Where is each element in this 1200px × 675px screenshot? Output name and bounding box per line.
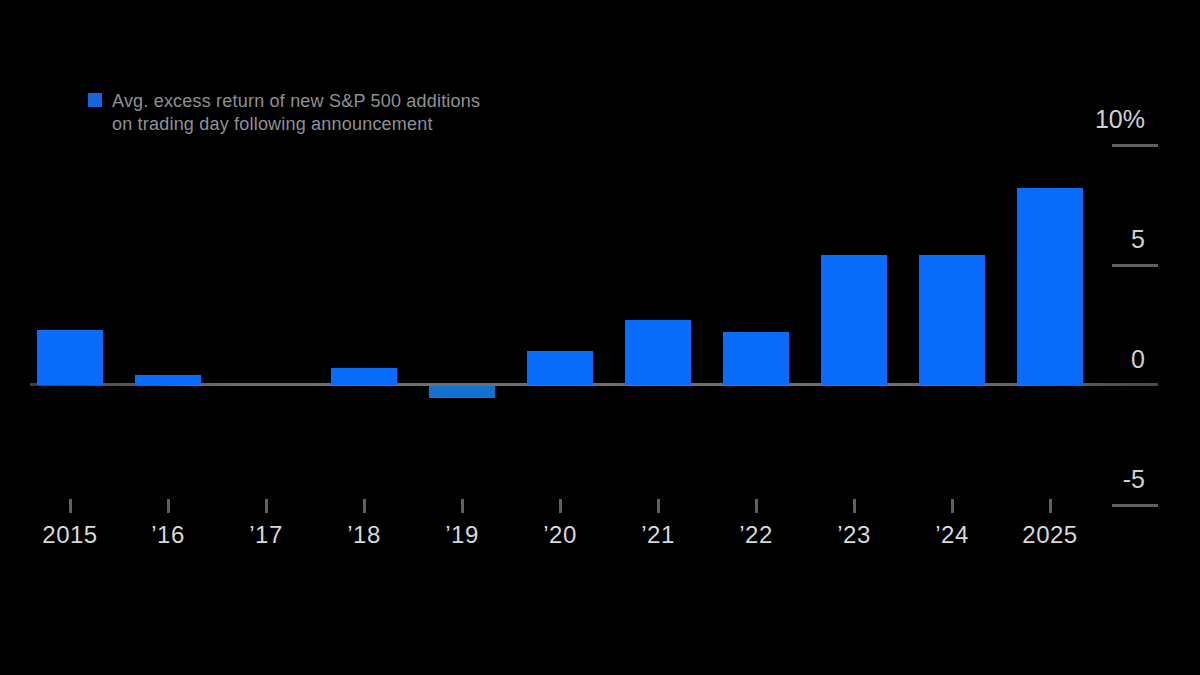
x-axis-label-17: ’17 <box>211 522 321 548</box>
bar-21 <box>625 320 691 385</box>
x-tick-20 <box>559 499 562 513</box>
x-tick-18 <box>363 499 366 513</box>
y-axis-label-0: 0 <box>1055 345 1145 373</box>
y-tick-10 <box>1112 144 1158 147</box>
x-axis-label-2015: 2015 <box>15 522 125 548</box>
x-tick-21 <box>657 499 660 513</box>
y-axis-label-5: 5 <box>1055 225 1145 253</box>
bar-2015 <box>37 330 103 385</box>
y-tick-5 <box>1112 264 1158 267</box>
y-axis-label--5: -5 <box>1055 465 1145 493</box>
plot-area: 10% 5 0 -5 2015’16’17’18’19’20’21’22’23’242… <box>0 0 1200 675</box>
x-axis-label-18: ’18 <box>309 522 419 548</box>
x-tick-2025 <box>1049 499 1052 513</box>
x-axis-label-16: ’16 <box>113 522 223 548</box>
bar-23 <box>821 255 887 385</box>
x-axis-label-24: ’24 <box>897 522 1007 548</box>
x-tick-23 <box>853 499 856 513</box>
x-axis-label-21: ’21 <box>603 522 713 548</box>
x-tick-2015 <box>69 499 72 513</box>
x-axis-label-23: ’23 <box>799 522 909 548</box>
bar-16 <box>135 375 201 385</box>
x-axis-label-2025: 2025 <box>995 522 1105 548</box>
x-axis-label-22: ’22 <box>701 522 811 548</box>
chart-canvas: Avg. excess return of new S&P 500 additi… <box>0 0 1200 675</box>
x-axis-label-19: ’19 <box>407 522 517 548</box>
bar-20 <box>527 351 593 385</box>
x-tick-16 <box>167 499 170 513</box>
bar-18 <box>331 368 397 385</box>
y-tick--5 <box>1112 504 1158 507</box>
x-tick-19 <box>461 499 464 513</box>
bar-24 <box>919 255 985 385</box>
x-tick-17 <box>265 499 268 513</box>
bar-22 <box>723 332 789 385</box>
x-axis-label-20: ’20 <box>505 522 615 548</box>
y-axis-label-10: 10% <box>1055 105 1145 133</box>
x-tick-22 <box>755 499 758 513</box>
bar-19 <box>429 386 495 398</box>
x-tick-24 <box>951 499 954 513</box>
